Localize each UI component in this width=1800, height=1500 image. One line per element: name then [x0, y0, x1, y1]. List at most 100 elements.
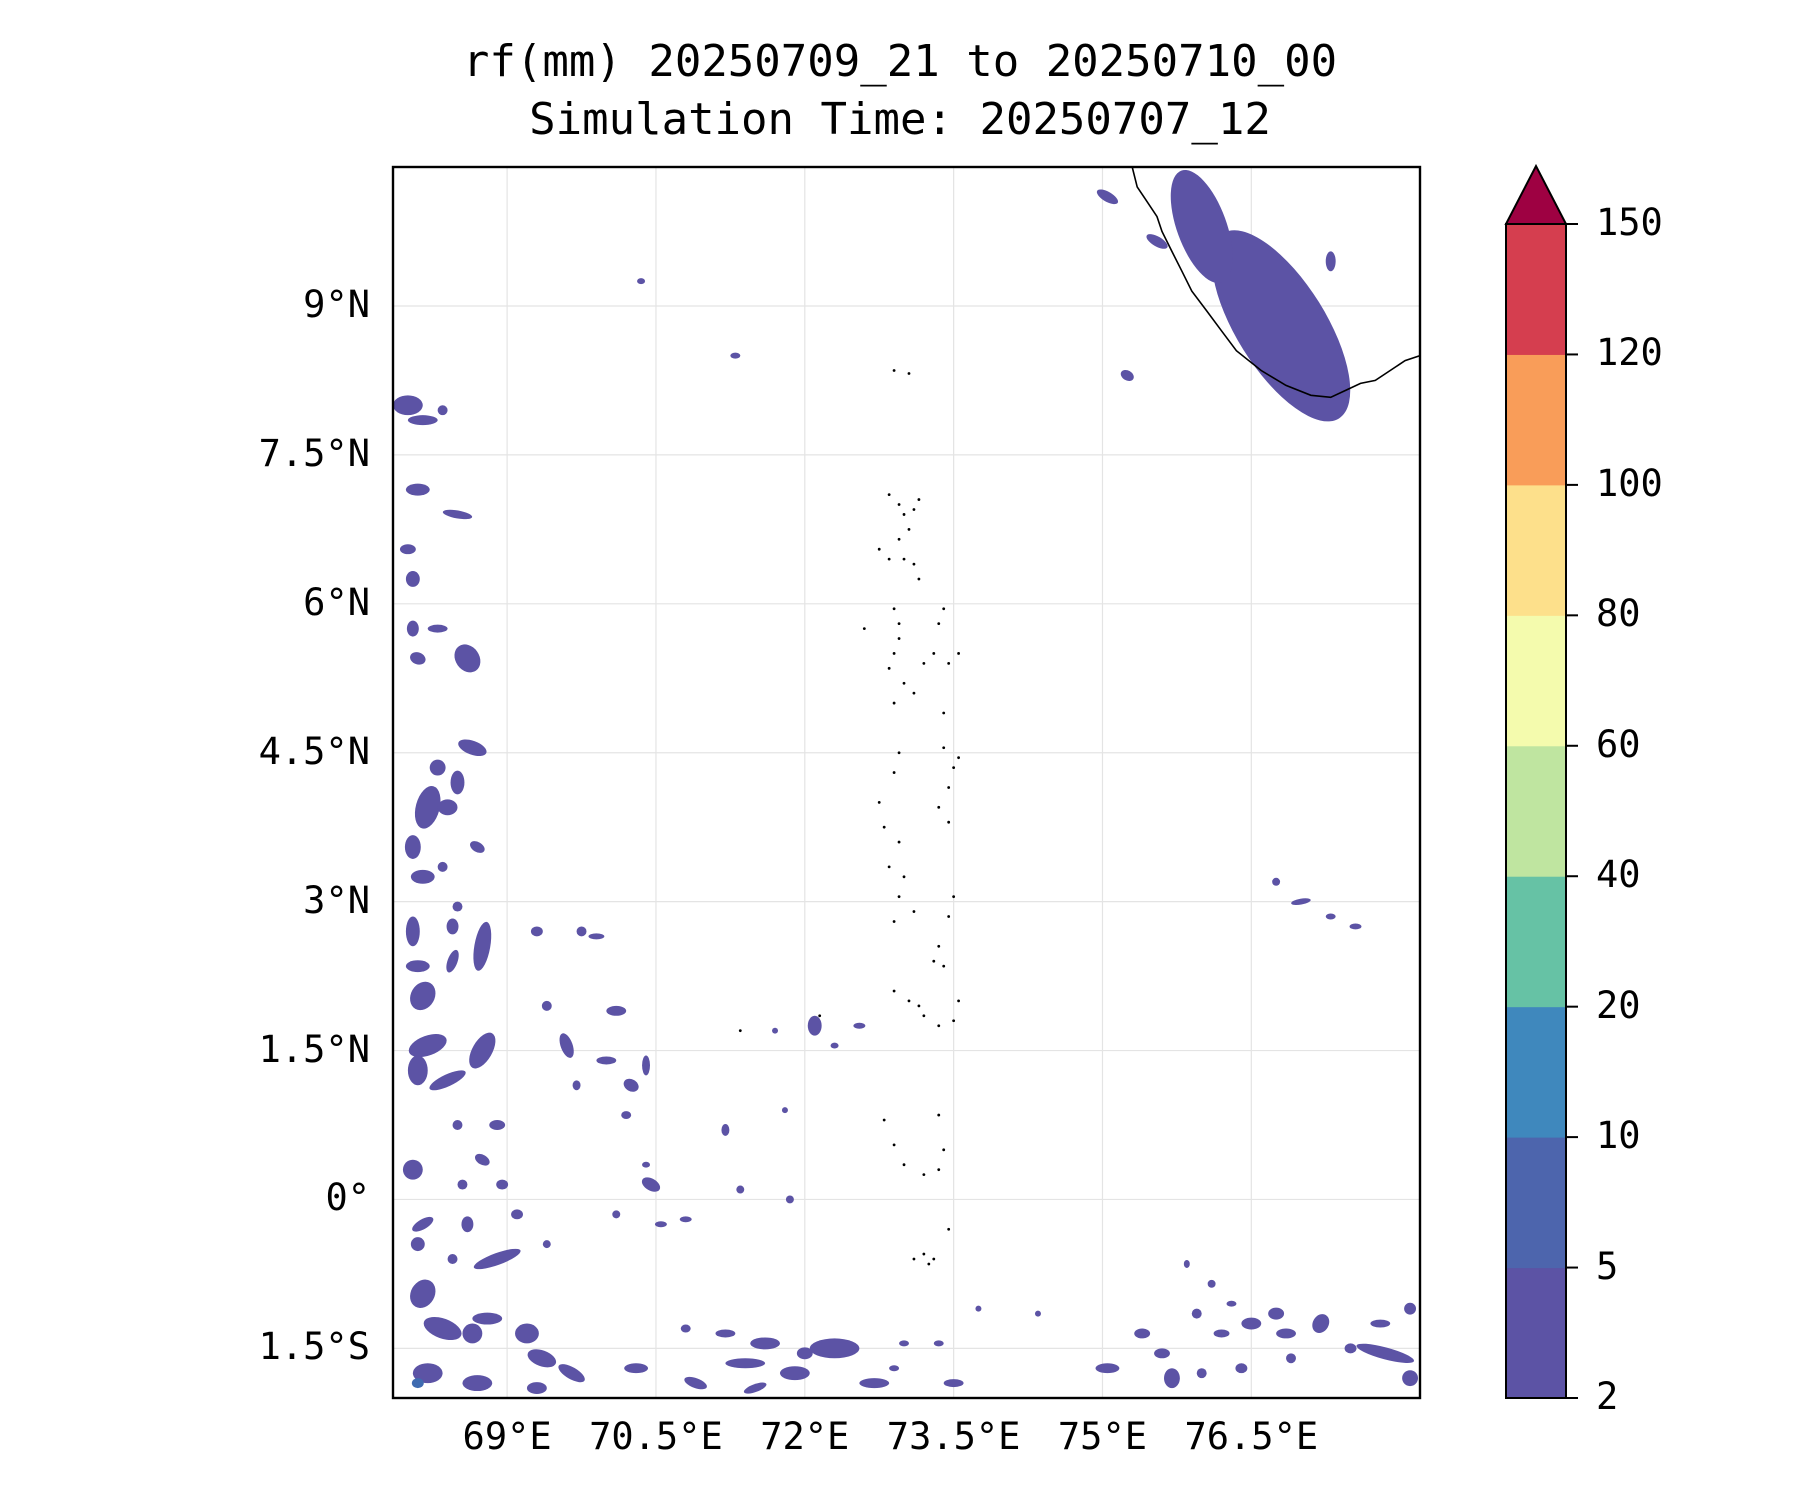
rain-patch: [410, 981, 436, 1011]
rain-patch: [457, 1179, 468, 1190]
rain-patch: [1170, 169, 1233, 284]
rain-patch: [1146, 234, 1168, 249]
rain-patch: [736, 1185, 745, 1194]
rain-patch: [796, 1347, 813, 1360]
rain-patch: [470, 841, 485, 853]
atoll-dot: [912, 691, 916, 695]
rain-patch: [1349, 923, 1362, 930]
atoll-dot: [922, 661, 926, 665]
lon-tick-label: 75°E: [1057, 1415, 1148, 1458]
atoll-dot: [947, 661, 951, 665]
rain-patch: [473, 1248, 521, 1270]
rain-patch: [1268, 1307, 1285, 1320]
lon-tick-label: 69°E: [462, 1415, 552, 1458]
atoll-dot: [937, 622, 941, 626]
rain-patch: [624, 1363, 649, 1374]
atoll-dot: [937, 944, 941, 948]
rain-patch: [1191, 1308, 1202, 1319]
rain-patch: [404, 835, 421, 859]
rain-patch: [423, 1316, 462, 1341]
lat-tick-label: 0°: [325, 1176, 370, 1220]
rain-patch: [781, 1107, 788, 1114]
rain-patch: [1120, 369, 1134, 382]
atoll-dot: [892, 607, 896, 611]
lon-tick-label: 73.5°E: [886, 1415, 1021, 1458]
rain-patch: [721, 1124, 730, 1136]
atoll-dot: [897, 622, 901, 626]
atoll-dot: [952, 895, 956, 899]
atoll-dot: [942, 1148, 946, 1152]
rain-patch: [943, 1379, 964, 1388]
colorbar-tick-label: 5: [1596, 1244, 1619, 1288]
rain-patch: [606, 1005, 627, 1016]
atoll-dot: [912, 910, 916, 913]
rain-patch: [1276, 1328, 1296, 1339]
atoll-dot: [897, 895, 901, 899]
chart-subtitle: Simulation Time: 20250707_12: [529, 94, 1271, 145]
colorbar-tick-label: 150: [1596, 201, 1663, 244]
atoll-dot: [907, 527, 911, 531]
atoll-dot: [942, 964, 946, 968]
atoll-dot: [862, 627, 866, 631]
rain-patch: [542, 1240, 551, 1249]
rain-patch: [680, 1324, 691, 1333]
rain-patch: [1207, 1279, 1216, 1288]
atoll-dot: [932, 959, 936, 963]
atoll-dot: [882, 825, 886, 829]
rain-patch: [458, 739, 487, 757]
rain-patch: [462, 1375, 493, 1392]
atoll-dot: [922, 1014, 926, 1018]
rain-patch: [596, 1056, 617, 1065]
rain-patch: [530, 926, 543, 937]
rain-patch: [1183, 1260, 1190, 1268]
atoll-dot: [892, 369, 896, 372]
lat-tick-label: 1.5°N: [258, 1027, 370, 1071]
colorbar-extend-arrow: [1504, 163, 1568, 225]
atoll-dot: [887, 557, 891, 561]
atoll-dot: [917, 577, 921, 581]
rainfall-contours: [393, 169, 1419, 1395]
rain-patch: [406, 620, 419, 637]
rain-patch: [515, 1323, 539, 1344]
rain-patch: [889, 1365, 900, 1372]
rain-patch: [807, 1015, 822, 1036]
rain-patch: [1154, 1348, 1170, 1359]
atoll-dot: [882, 1118, 886, 1122]
rain-patch: [642, 1161, 650, 1168]
lon-tick-label: 76.5°E: [1184, 1415, 1319, 1458]
rain-patch: [412, 1363, 443, 1384]
rain-patch: [933, 1340, 944, 1347]
rain-patch: [1213, 1329, 1230, 1338]
rain-patch: [1402, 1370, 1419, 1387]
rain-patch: [446, 949, 459, 973]
colorbar-segment: [1506, 1006, 1566, 1138]
atoll-dot: [947, 786, 951, 789]
rain-patch: [1325, 251, 1336, 272]
coastline: [1131, 167, 1420, 399]
atoll-dot: [902, 1163, 906, 1167]
atoll-dot: [897, 537, 901, 541]
rain-patch: [1356, 1343, 1415, 1363]
rain-patch: [859, 1378, 890, 1389]
colorbar-frame: [1505, 223, 1567, 1399]
rain-patch: [393, 395, 423, 416]
rain-patch: [474, 1153, 490, 1166]
rain-patch: [437, 405, 448, 416]
atoll-dot: [902, 557, 906, 561]
rain-patch: [496, 1179, 509, 1190]
colorbar-segment: [1506, 745, 1566, 877]
rain-patch: [511, 1209, 523, 1220]
atoll-dot: [887, 493, 891, 497]
atoll-dot: [907, 999, 911, 1003]
atoll-dot: [937, 1113, 941, 1117]
map-frame: [391, 165, 1422, 1400]
rain-patch: [541, 1000, 552, 1011]
rain-patch: [743, 1382, 767, 1394]
rain-patch: [429, 759, 446, 776]
colorbar-segment: [1506, 484, 1566, 616]
rain-patch: [454, 644, 481, 673]
rain-patch: [1286, 1353, 1296, 1364]
rain-patch: [1291, 898, 1311, 906]
rain-patch: [1272, 877, 1281, 886]
